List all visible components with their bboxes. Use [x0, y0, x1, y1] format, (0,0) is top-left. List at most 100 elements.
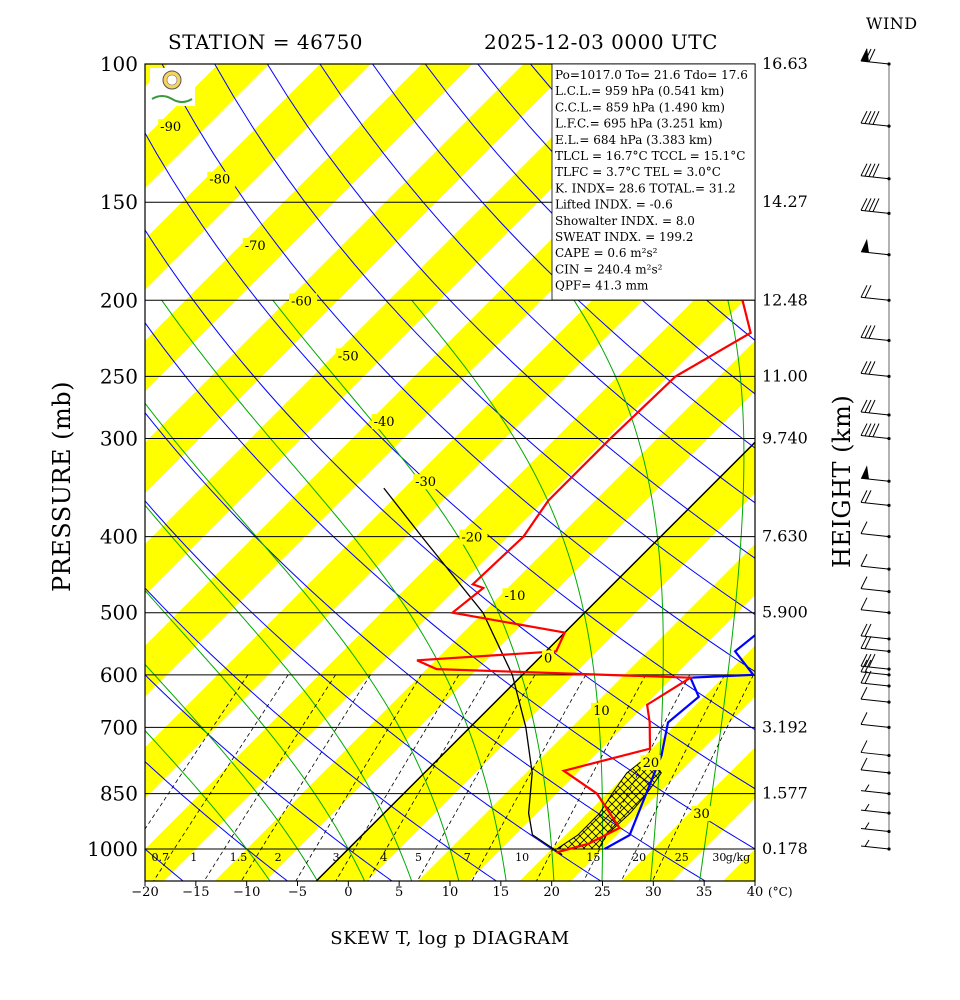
- index-line: K. INDX= 28.6 TOTAL.= 31.2: [555, 181, 736, 195]
- mixing-ratio-line: [335, 674, 460, 881]
- isotherm-label-bg: [691, 806, 712, 822]
- height-label: 16.63: [762, 54, 808, 73]
- pressure-label: 100: [100, 52, 138, 76]
- height-label: 7.630: [762, 527, 808, 546]
- isotherm-band: [145, 64, 575, 494]
- x-tick-label: 0: [344, 885, 352, 900]
- isotherm-label: -10: [504, 589, 525, 604]
- dry-adiabat: [0, 64, 86, 888]
- mixing-ratio-label: 2: [275, 851, 282, 864]
- x-tick-label: 5: [395, 885, 403, 900]
- logo-emblem-inner: [166, 74, 178, 86]
- isotherm-label-bg: [502, 588, 531, 604]
- height-label: 3.192: [762, 717, 808, 736]
- parcel-path: [383, 487, 563, 856]
- pressure-label: 400: [100, 525, 138, 549]
- wind-barb: [860, 163, 891, 181]
- wind-barb: [860, 659, 891, 677]
- height-label: 1.577: [762, 784, 808, 803]
- isotherm-label: 10: [593, 704, 610, 719]
- isotherm-label-bg: [371, 414, 400, 430]
- datetime-title: 2025-12-03 0000 UTC: [484, 30, 718, 54]
- index-line: TLCL = 16.7°C TCCL = 15.1°C: [555, 149, 745, 163]
- mixing-ratio-line: [416, 674, 536, 881]
- isotherm-label-bg: [413, 474, 442, 490]
- wind-barb: [860, 48, 891, 66]
- moist-adiabat: [699, 300, 745, 881]
- isotherm-label: -50: [338, 349, 359, 364]
- isotherm-label: 20: [643, 756, 660, 771]
- isotherm-band: [145, 64, 676, 595]
- dry-adiabat: [145, 587, 498, 881]
- pressure-label: 150: [100, 190, 138, 214]
- wind-barb: [860, 784, 891, 796]
- wind-barb: [860, 712, 891, 730]
- isotherm-band: [723, 849, 755, 881]
- isotherm-label-bg: [591, 702, 612, 718]
- wind-barb: [860, 521, 891, 539]
- wind-barb: [860, 597, 891, 615]
- moist-adiabat: [272, 299, 555, 881]
- dry-adiabat: [266, 64, 755, 559]
- mixing-ratio-line: [535, 674, 647, 881]
- wind-barb: [860, 110, 891, 128]
- dry-adiabat: [740, 64, 755, 79]
- pressure-label: 500: [100, 601, 138, 625]
- wind-barb: [860, 361, 891, 378]
- isotherm-band: [145, 239, 755, 881]
- wind-barb: [860, 636, 891, 653]
- dry-adiabat: [145, 760, 289, 881]
- isotherm-band: [519, 645, 755, 881]
- height-label: 9.740: [762, 429, 808, 448]
- pressure-label: 250: [100, 364, 138, 388]
- isotherm-label-bg: [207, 171, 236, 187]
- wind-barb: [860, 285, 891, 302]
- isotherm-band: [145, 64, 371, 290]
- wind-barb: [860, 740, 891, 758]
- isotherm-label-bg: [242, 237, 271, 253]
- isotherm-label: -80: [209, 173, 230, 188]
- mixing-ratio-label: 0.7: [152, 851, 170, 864]
- dry-adiabat: [214, 64, 755, 616]
- mixing-ratio-label: 1: [190, 851, 197, 864]
- isotherm-band: [145, 64, 168, 87]
- wind-barb: [860, 839, 891, 851]
- moist-adiabat: [161, 300, 507, 881]
- mixing-ratio-line: [583, 674, 691, 881]
- index-line: QPF= 41.3 mm: [555, 279, 649, 293]
- height-label: 11.00: [762, 366, 808, 385]
- isotherm-band: [214, 340, 755, 881]
- mixing-ratio-line: [203, 674, 336, 881]
- height-label: 5.900: [762, 603, 808, 622]
- wind-barb: [860, 576, 891, 594]
- x-tick-label: 35: [696, 885, 713, 900]
- wind-barb: [860, 757, 891, 775]
- height-label: 12.48: [762, 290, 808, 309]
- mixing-ratio-label: 10: [515, 851, 529, 864]
- isotherm-band: [418, 544, 755, 881]
- dewpoint-line: [603, 633, 755, 850]
- mixing-ratio-label: 1.5: [230, 851, 248, 864]
- isotherm-label: -20: [461, 531, 482, 546]
- index-line: SWEAT INDX. = 199.2: [555, 230, 693, 244]
- isotherm-label-bg: [459, 529, 488, 545]
- mixing-ratio-line: [295, 674, 422, 881]
- mixing-ratio-label: 15: [586, 851, 600, 864]
- isotherm-label: -40: [374, 415, 395, 430]
- wind-barb: [860, 325, 891, 343]
- x-tick-label: −5: [288, 885, 307, 900]
- dry-adiabat: [161, 64, 755, 673]
- x-tick-label: 10: [442, 885, 459, 900]
- dry-adiabat: [145, 411, 707, 881]
- isotherm-label-bg: [640, 755, 661, 771]
- wind-barb: [860, 553, 891, 571]
- temperature-line: [416, 292, 755, 854]
- x-tick-label: 25: [594, 885, 611, 900]
- dry-adiabat: [145, 131, 755, 731]
- mixing-ratio-label: 30: [712, 851, 726, 864]
- wind-barb: [860, 803, 891, 815]
- index-line: E.L.= 684 hPa (3.383 km): [555, 133, 712, 147]
- moist-adiabat: [145, 504, 413, 881]
- mixing-ratio-line: [471, 674, 587, 881]
